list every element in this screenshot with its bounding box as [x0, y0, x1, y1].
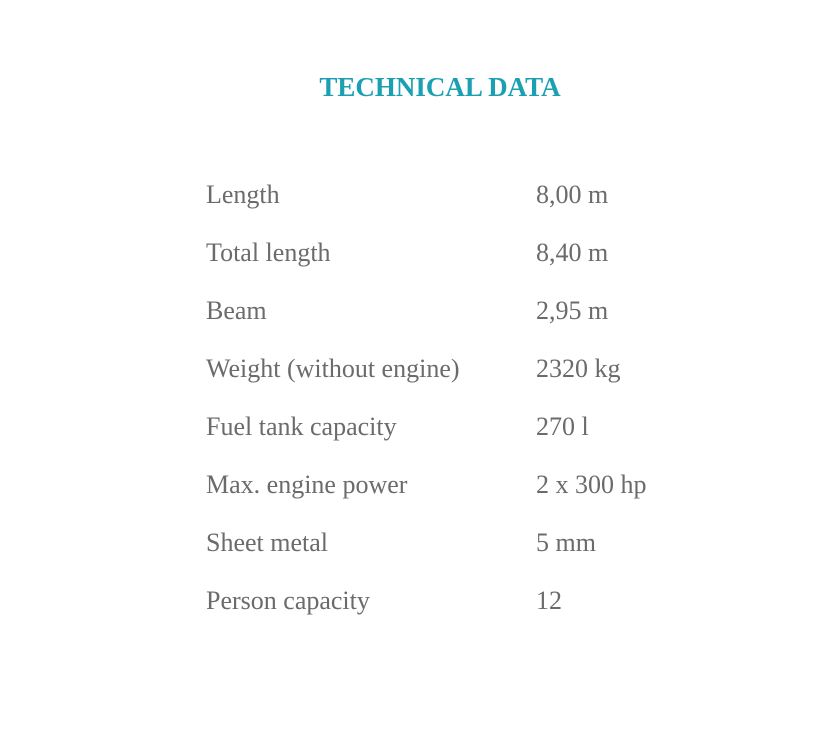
spec-label: Fuel tank capacity — [206, 412, 397, 441]
spec-label: Beam — [206, 296, 267, 325]
spec-value: 2320 kg — [536, 354, 621, 383]
spec-label: Sheet metal — [206, 528, 329, 557]
spec-value: 8,40 m — [536, 238, 609, 267]
table-row: Max. engine power 2 x 300 hp — [206, 456, 647, 514]
spec-value: 270 l — [536, 412, 589, 441]
spec-label: Weight (without engine) — [206, 354, 460, 383]
spec-value: 2 x 300 hp — [536, 470, 647, 499]
table-row: Total length 8,40 m — [206, 224, 647, 282]
table-row: Person capacity 12 — [206, 572, 647, 630]
spec-value: 12 — [536, 586, 562, 615]
spec-label: Person capacity — [206, 586, 370, 615]
table-row: Weight (without engine) 2320 kg — [206, 340, 647, 398]
spec-label: Max. engine power — [206, 470, 408, 499]
spec-value: 5 mm — [536, 528, 596, 557]
section-title: TECHNICAL DATA — [319, 72, 561, 102]
spec-label: Total length — [206, 238, 331, 267]
technical-data-table: Length 8,00 m Total length 8,40 m Beam 2,95 m… — [206, 166, 647, 630]
table-row: Length 8,00 m — [206, 166, 647, 224]
table-row: Fuel tank capacity 270 l — [206, 398, 647, 456]
spec-value: 8,00 m — [536, 180, 609, 209]
table-row: Beam 2,95 m — [206, 282, 647, 340]
table-row: Sheet metal 5 mm — [206, 514, 647, 572]
spec-label: Length — [206, 180, 280, 209]
spec-value: 2,95 m — [536, 296, 609, 325]
